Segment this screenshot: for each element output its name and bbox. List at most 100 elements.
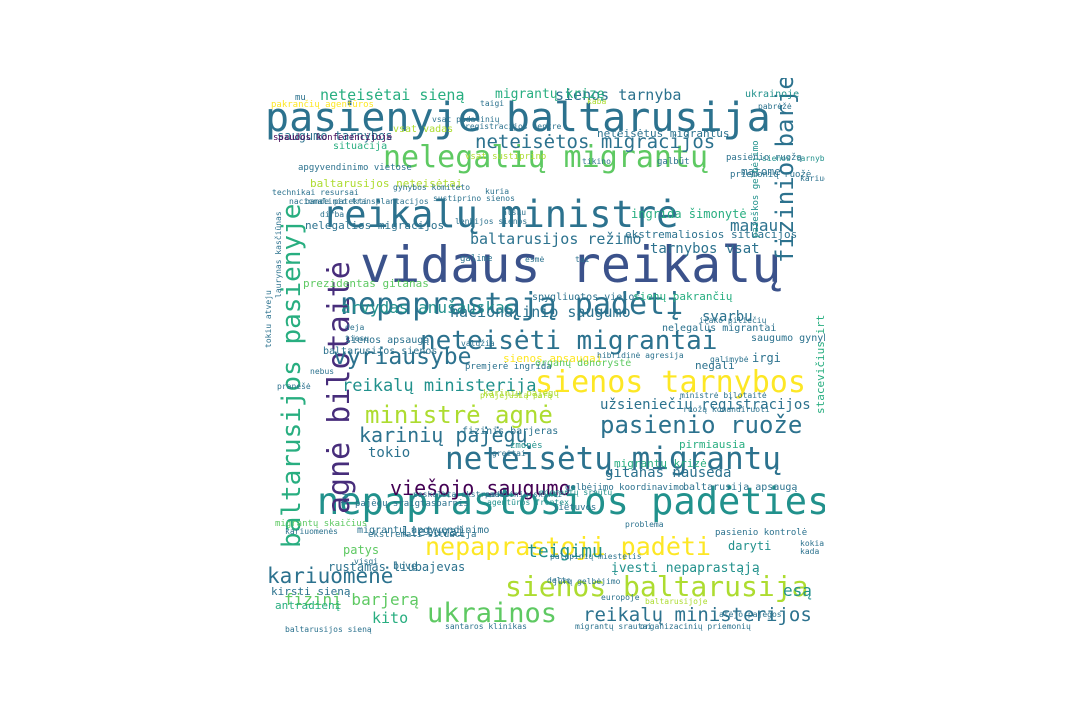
word-56: sienos apsaugai: [503, 352, 603, 365]
word-18: ukrainos: [427, 598, 558, 629]
word-97: tikino: [582, 157, 611, 166]
word-107: kokia: [800, 539, 825, 548]
word-76: sienos tarnybai: [762, 154, 825, 163]
word-35: esą: [783, 581, 812, 600]
word-121: baltarusijoje: [645, 597, 708, 606]
word-32: svarbu: [702, 309, 753, 325]
word-87: migrantų srautų: [540, 488, 613, 497]
word-47: ekstremaliosios situacijos: [625, 228, 798, 241]
word-48: nelegalios migracijos: [305, 219, 445, 232]
word-1: pasienyje baltarusija: [265, 95, 771, 141]
word-33: fizinį barjerą: [284, 590, 419, 609]
word-92: mu: [295, 93, 306, 103]
word-5: nelegalių migrantų: [383, 140, 709, 175]
word-86: ministrė bilotaitė: [680, 391, 767, 400]
word-98: dirba: [320, 210, 345, 219]
word-17: kariuomenė: [267, 564, 394, 588]
word-53: pakrančių agentūros: [271, 100, 374, 110]
word-105: žmonės: [510, 441, 543, 451]
word-91: situacija: [333, 141, 388, 152]
word-101: deja: [345, 323, 365, 332]
word-139: palapinių miestelis: [550, 552, 642, 561]
word-3: nepaprastosios padėties: [317, 480, 825, 523]
word-141: tokiu atveju: [265, 290, 273, 348]
word-132: bande patekti: [305, 197, 368, 206]
word-102: tiesų: [345, 334, 370, 343]
word-58: daryti: [728, 539, 772, 553]
word-31: tarnybos vsat: [650, 241, 760, 257]
word-60: ukrainoje: [745, 89, 800, 100]
word-80: lenkijos sienos: [455, 217, 528, 226]
word-123: hibridinė agresija: [597, 351, 684, 360]
word-133: kuria: [485, 187, 510, 196]
word-134: galimybė: [710, 355, 749, 364]
word-cloud: vidaus reikalų pasienyje baltarusija reika…: [265, 78, 825, 640]
word-77: baltarusijos sienos: [323, 346, 438, 357]
word-74: pajėgų sraigtasparnis: [355, 499, 469, 509]
word-85: priemonių ruožė: [730, 170, 812, 180]
word-144: valdžia: [461, 339, 495, 348]
word-20: vyriausybė: [333, 344, 472, 370]
word-44: saugumo tarnybos: [277, 129, 393, 143]
word-50: spygliuotos vielos: [532, 292, 641, 303]
word-115: visgi: [354, 557, 379, 566]
word-15: pasienio ruože: [600, 411, 803, 439]
word-49: prezidentas gitanas: [303, 277, 429, 290]
word-104: pranešė: [277, 382, 311, 391]
word-28: sienos tarnyba: [555, 86, 682, 104]
word-61: kirsti sieną: [271, 585, 351, 598]
word-84: paieškos gelbėjimo: [751, 140, 761, 238]
word-124: prajėjusią parą: [480, 391, 553, 400]
word-42: rustamas liubajevas: [328, 560, 466, 574]
word-34: teigimu: [527, 541, 603, 562]
word-126: irako piliečių: [699, 316, 767, 325]
word-114: tų: [340, 492, 351, 505]
word-136: padalinių skirti: [485, 490, 563, 499]
word-73: ekstremali situacija: [368, 530, 477, 540]
word-108: kada: [800, 547, 820, 556]
word-52: matome: [741, 165, 781, 178]
word-64: neteisėtus migrantus: [597, 127, 730, 140]
word-78: organų donorystė: [535, 358, 632, 369]
word-103: nebus: [310, 367, 335, 376]
word-116: atėjo pajėgos: [719, 610, 782, 619]
word-8: sienos tarnybos: [535, 365, 806, 400]
word-68: saugumo gynybos: [751, 333, 825, 344]
word-96: galbūt: [657, 157, 690, 167]
word-29: migrantų krizę: [495, 87, 605, 102]
word-30: manau: [730, 216, 779, 235]
word-55: spaudos konferencijoje: [273, 133, 393, 143]
word-99: alšku: [502, 208, 527, 217]
word-82: apgyvendinimo vietose: [298, 163, 412, 173]
word-110: delto: [547, 576, 572, 585]
word-100: galime: [460, 254, 493, 264]
word-7: neteisėti migrantai: [420, 326, 718, 356]
word-21: neteisėtos migracijos: [475, 131, 716, 153]
word-26: baltarusijos režimo: [470, 230, 642, 248]
word-81: gynybos komiteto: [393, 183, 471, 192]
word-40: lietuvai: [402, 525, 465, 540]
word-109: problema: [625, 520, 664, 529]
word-41: patys: [343, 543, 380, 557]
word-37: užsieniečių registracijos: [600, 397, 811, 413]
word-57: stacevičius irt: [814, 314, 825, 414]
word-23: reikalų ministerija: [342, 376, 537, 396]
word-22: karinių pajėgų: [359, 423, 528, 447]
word-11: ministrė agnė: [365, 401, 553, 429]
word-135: gelbėjimo koordinavimo: [565, 483, 685, 493]
word-113: buvę: [393, 561, 418, 572]
word-142: kariuomenės karinių: [800, 174, 825, 183]
word-122: pasienio kontrolė: [715, 528, 808, 538]
word-118: organizacinių priemonių: [640, 622, 751, 631]
word-69: nelegalūs migrantai: [662, 323, 777, 334]
word-94: pabrėžė: [758, 102, 792, 111]
word-95: kaba: [587, 97, 607, 106]
word-24: arvydas anušauskas: [341, 298, 515, 317]
word-79: premjerė ingrida: [465, 362, 552, 372]
word-140: laurynas kasčiūnas: [274, 211, 283, 298]
word-89: migrantų skaičius: [275, 519, 368, 529]
word-130: technikai resursai: [272, 188, 359, 197]
word-119: baltarusijos sieną: [285, 625, 372, 634]
word-19: reikalų ministerijos: [583, 604, 812, 626]
word-51: sienų pakrančių: [633, 290, 733, 303]
